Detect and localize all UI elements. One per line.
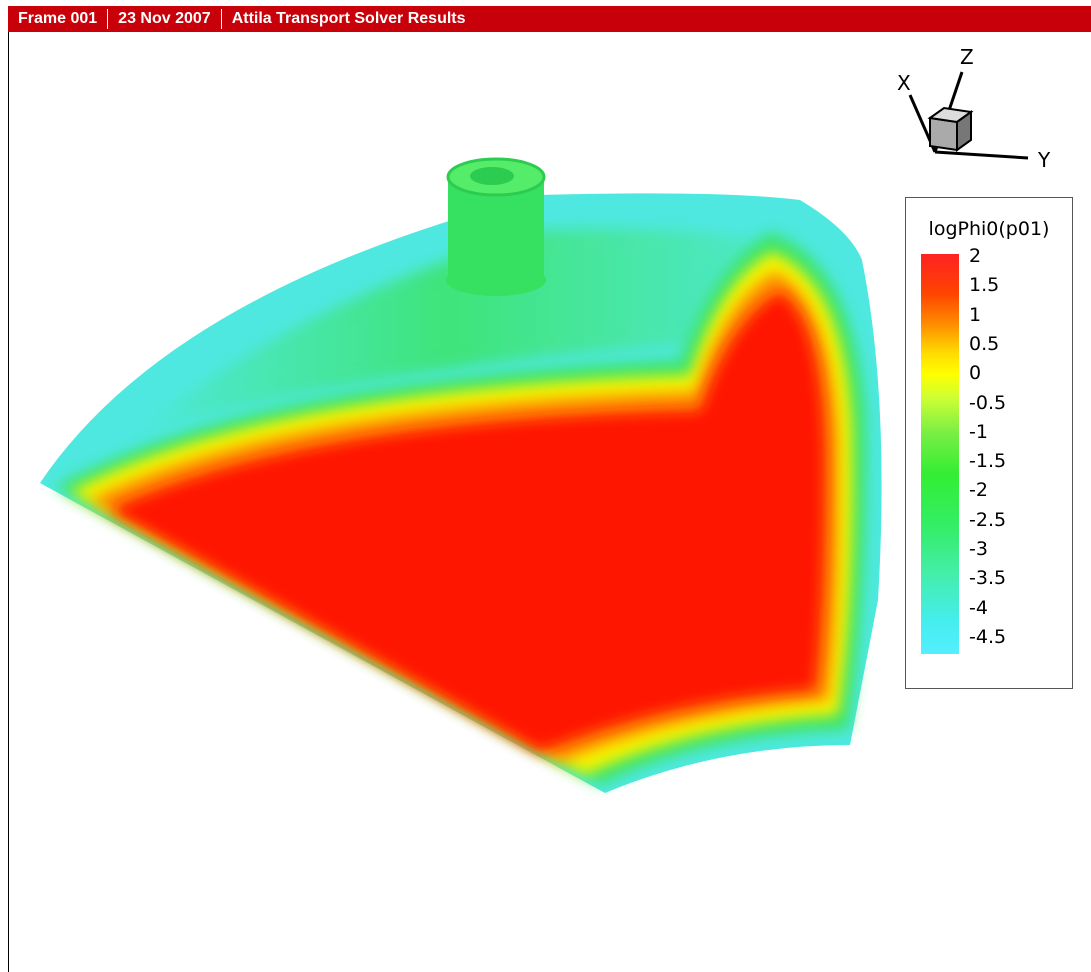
color-bar (921, 254, 959, 654)
legend-level: -1.5 (969, 450, 1006, 472)
legend-level: 0.5 (969, 333, 999, 355)
legend-level: -2 (969, 479, 988, 501)
frame: Frame 001 23 Nov 2007 Attila Transport S… (0, 0, 1091, 972)
legend-level: 2 (969, 245, 981, 267)
cube-front (930, 118, 957, 150)
legend-level: 1.5 (969, 274, 999, 296)
legend-title: logPhi0(p01) (906, 218, 1072, 240)
legend-level: -4 (969, 597, 988, 619)
legend-level: -3.5 (969, 567, 1006, 589)
axis-triad (910, 72, 1028, 158)
page: Frame 001 23 Nov 2007 Attila Transport S… (0, 0, 1091, 972)
legend-level: -1 (969, 421, 988, 443)
legend-level: 1 (969, 304, 981, 326)
legend: logPhi0(p01) 2 1.5 1 0.5 0 -0.5 -1 -1.5 -2 -2.5 -3… (905, 197, 1073, 689)
legend-level: -4.5 (969, 626, 1006, 648)
geometry (40, 159, 882, 793)
legend-level: -3 (969, 538, 988, 560)
legend-level: 0 (969, 362, 981, 384)
nozzle-bottom (446, 264, 546, 296)
x-axis-label: X (897, 71, 911, 95)
nozzle-hole (470, 167, 514, 185)
y-axis-line (935, 152, 1028, 158)
legend-level: -0.5 (969, 392, 1006, 414)
legend-level: -2.5 (969, 509, 1006, 531)
y-axis-label: Y (1037, 148, 1051, 172)
z-axis-label: Z (960, 45, 974, 69)
